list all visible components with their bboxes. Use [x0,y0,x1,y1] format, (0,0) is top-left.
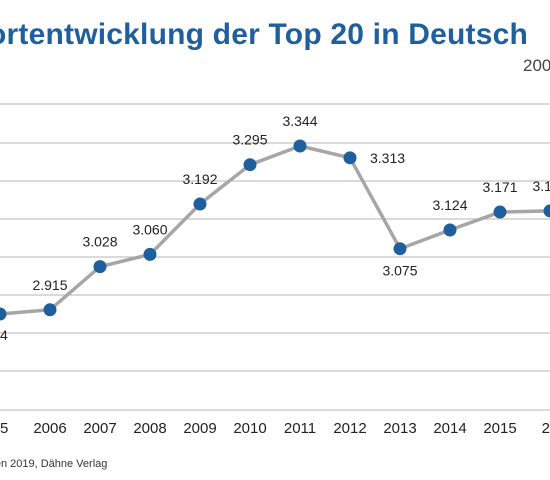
x-tick-label-2009: 2009 [183,420,216,437]
data-point-2014 [443,223,457,237]
x-tick-label-2011: 2011 [284,420,316,437]
series-line-layer [0,144,550,316]
data-label-2007: 3.028 [82,234,117,250]
data-label-2015: 3.171 [482,179,517,195]
data-label-2008: 3.060 [132,221,167,237]
chart-subtitle: 200 [523,56,550,75]
grid-layer [0,103,550,411]
data-label-layer: 04 2.915 3.028 3.060 3.192 3.295 3.344 3.313 3.0… [0,113,550,343]
data-label-2012: 3.313 [370,150,405,166]
data-point-2010 [243,158,257,172]
x-tick-label-2006: 2006 [33,420,66,437]
chart-source: arten 2019, Dähne Verlag [0,458,108,470]
data-point-2015 [493,205,507,219]
data-label-2014: 3.124 [432,197,467,213]
x-tick-label-2007: 2007 [83,420,116,437]
data-point-2009 [193,197,207,211]
x-tick-label-2012: 2012 [333,420,366,437]
data-label-2010: 3.295 [232,132,267,148]
data-point-2006 [43,303,57,317]
x-tick-label-2013: 2013 [383,420,416,437]
series-line [0,144,550,316]
data-point-2012 [343,151,357,165]
x-tick-label-05: 05 [0,420,8,437]
data-label-05: 04 [0,327,8,343]
x-tick-label-2015: 2015 [483,420,516,437]
chart-title: ortentwicklung der Top 20 in Deutsch [0,18,529,51]
x-tick-label-2008: 2008 [133,420,166,437]
data-label-2009: 3.192 [182,171,217,187]
x-tick-label-20: 20 [542,420,550,437]
data-point-2008 [143,247,157,261]
x-tick-label-2014: 2014 [433,420,466,437]
data-label-20: 3.174 [532,178,550,194]
data-point-2013 [393,242,407,256]
x-tick-label-2010: 2010 [233,420,266,437]
data-point-20 [543,204,550,218]
data-label-2013: 3.075 [382,263,417,279]
x-tick-layer: 05 2006 2007 2008 2009 2010 2011 2012 2013 2014 20… [0,420,550,437]
data-label-2011: 3.344 [282,113,317,129]
data-point-2011 [293,139,307,153]
data-point-layer [0,139,550,321]
data-label-2006: 2.915 [32,277,67,293]
data-point-2007 [93,260,107,274]
data-point-05 [0,307,7,321]
